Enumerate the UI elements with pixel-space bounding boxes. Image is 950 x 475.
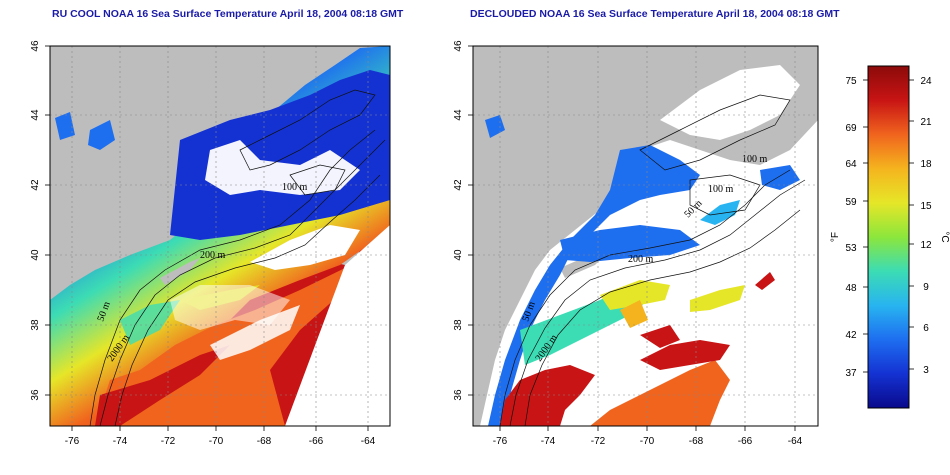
- isobath-label: 100 m: [282, 182, 308, 193]
- celsius-tick: 18: [920, 159, 932, 170]
- fahrenheit-tick: 37: [845, 368, 857, 379]
- y-tick-label: 36: [453, 389, 464, 401]
- celsius-tick: 21: [920, 117, 932, 128]
- celsius-tick: 15: [920, 201, 932, 212]
- colorbar: 75 69 64 59 53 48 42 37 24 21 18 15 12 9…: [830, 65, 950, 409]
- celsius-tick: 6: [923, 323, 929, 334]
- left-map-title: RU COOL NOAA 16 Sea Surface Temperature …: [52, 8, 404, 20]
- right-map: 100 m 100 m 50 m 200 m 50 m 2000 m: [453, 40, 819, 447]
- isobath-label: 200 m: [628, 254, 654, 265]
- grid-lines: [473, 46, 818, 426]
- x-tick-label: -68: [689, 436, 704, 447]
- y-tick-label: 38: [30, 319, 41, 331]
- right-map-title: DECLOUDED NOAA 16 Sea Surface Temperatur…: [470, 8, 840, 20]
- y-tick-label: 40: [453, 249, 464, 261]
- x-tick-label: -66: [738, 436, 753, 447]
- y-tick-label: 46: [30, 40, 41, 52]
- x-tick-label: -74: [113, 436, 128, 447]
- y-tick-label: 38: [453, 319, 464, 331]
- cold-water-region: [170, 70, 390, 240]
- isobath-label: 100 m: [742, 154, 768, 165]
- fahrenheit-tick: 42: [845, 330, 857, 341]
- gulf-stream-region: [590, 360, 730, 426]
- x-tick-label: -64: [788, 436, 803, 447]
- fahrenheit-unit-label: °F: [830, 232, 841, 242]
- y-tick-label: 40: [30, 249, 41, 261]
- x-tick-label: -70: [209, 436, 224, 447]
- cloud-cover: [205, 140, 360, 195]
- y-tick-label: 42: [453, 179, 464, 191]
- fahrenheit-tick: 64: [845, 159, 857, 170]
- land-area: [473, 46, 818, 426]
- isobath-label: 200 m: [200, 250, 226, 261]
- x-tick-label: -66: [309, 436, 324, 447]
- fahrenheit-tick: 59: [845, 197, 857, 208]
- fahrenheit-tick: 53: [845, 243, 857, 254]
- colorbar-gradient: [867, 65, 910, 409]
- cold-water-region: [488, 145, 700, 426]
- fahrenheit-tick: 75: [845, 76, 857, 87]
- x-tick-label: -72: [161, 436, 176, 447]
- grid-lines: [50, 46, 390, 426]
- fahrenheit-tick: 48: [845, 283, 857, 294]
- x-tick-label: -76: [493, 436, 508, 447]
- warm-water-region: [500, 365, 595, 426]
- left-map: 100 m 200 m 50 m 2000 m: [30, 40, 391, 447]
- x-tick-label: -76: [65, 436, 80, 447]
- y-tick-label: 44: [30, 109, 41, 121]
- fahrenheit-tick: 69: [845, 123, 857, 134]
- x-tick-label: -70: [640, 436, 655, 447]
- celsius-unit-label: °C: [939, 231, 950, 242]
- y-tick-label: 36: [30, 389, 41, 401]
- x-tick-label: -68: [257, 436, 272, 447]
- celsius-tick: 3: [923, 365, 929, 376]
- celsius-tick: 24: [920, 76, 932, 87]
- celsius-tick: 12: [920, 240, 932, 251]
- isobath-label: 100 m: [708, 184, 734, 195]
- y-tick-label: 44: [453, 109, 464, 121]
- right-map-frame: [472, 45, 819, 427]
- y-tick-label: 46: [453, 40, 464, 52]
- left-map-frame: [49, 45, 391, 427]
- y-tick-label: 42: [30, 179, 41, 191]
- x-tick-label: -74: [541, 436, 556, 447]
- x-tick-label: -64: [361, 436, 376, 447]
- celsius-tick: 9: [923, 282, 929, 293]
- x-tick-label: -72: [591, 436, 606, 447]
